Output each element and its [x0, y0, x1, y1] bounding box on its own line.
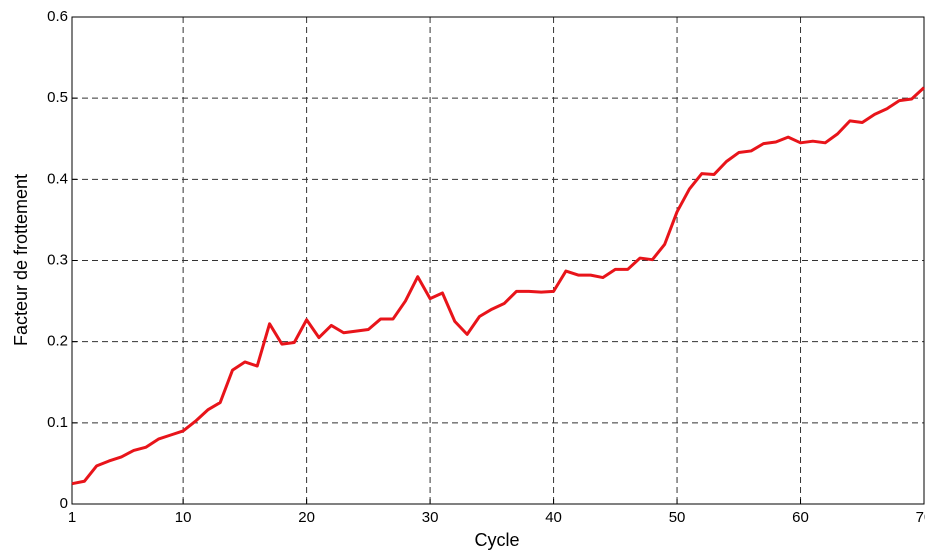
x-tick-label: 60 — [792, 509, 809, 526]
x-tick-label: 30 — [422, 509, 439, 526]
x-tick-label: 40 — [545, 509, 562, 526]
y-tick-label: 0 — [60, 495, 68, 512]
x-axis-label: Cycle — [474, 530, 519, 550]
x-tick-label: 20 — [298, 509, 315, 526]
y-axis-label: Facteur de frottement — [11, 174, 31, 346]
data-line — [71, 86, 925, 486]
plot-frame — [71, 16, 925, 505]
y-tick-label: 0.4 — [47, 170, 68, 187]
x-tick-label: 1 — [68, 509, 76, 526]
y-tick-label: 0.1 — [47, 414, 68, 431]
x-tick-label: 10 — [175, 509, 192, 526]
y-tick-label: 0.3 — [47, 251, 68, 268]
y-tick-label: 0.5 — [47, 89, 68, 106]
y-tick-label: 0.6 — [47, 8, 68, 25]
y-tick-label: 0.2 — [47, 333, 68, 350]
x-tick-label: 70 — [916, 509, 925, 526]
x-tick-label: 50 — [669, 509, 686, 526]
